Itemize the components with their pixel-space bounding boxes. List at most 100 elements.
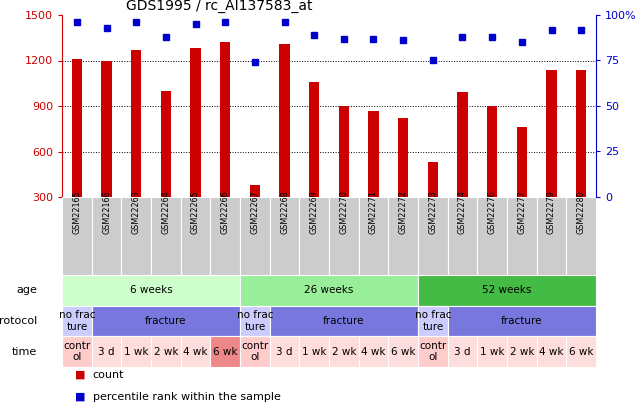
Text: contr
ol: contr ol [63, 341, 90, 362]
FancyBboxPatch shape [121, 336, 151, 367]
Text: 4 wk: 4 wk [539, 347, 563, 357]
FancyBboxPatch shape [270, 306, 418, 336]
Text: 3 d: 3 d [454, 347, 470, 357]
Bar [517, 127, 527, 197]
Text: fracture: fracture [323, 316, 365, 326]
Text: no frac
ture: no frac ture [415, 310, 451, 332]
FancyBboxPatch shape [210, 336, 240, 367]
FancyBboxPatch shape [240, 336, 270, 367]
Text: fracture: fracture [145, 316, 187, 326]
Text: 6 wk: 6 wk [213, 347, 237, 357]
Bar [72, 59, 82, 197]
Bar [487, 106, 497, 197]
Text: GSM22277: GSM22277 [517, 191, 526, 234]
Bar [457, 92, 468, 197]
FancyBboxPatch shape [418, 197, 447, 275]
Bar [369, 111, 379, 197]
Bar [398, 118, 408, 197]
Text: GSM22276: GSM22276 [488, 191, 497, 234]
FancyBboxPatch shape [240, 275, 418, 306]
Bar [309, 82, 319, 197]
FancyBboxPatch shape [537, 197, 567, 275]
FancyBboxPatch shape [92, 197, 121, 275]
Bar [546, 70, 556, 197]
Text: 2 wk: 2 wk [331, 347, 356, 357]
Text: GSM22264: GSM22264 [162, 191, 171, 234]
Bar [428, 162, 438, 197]
Text: age: age [16, 286, 37, 295]
FancyBboxPatch shape [418, 275, 596, 306]
FancyBboxPatch shape [388, 197, 418, 275]
Text: GSM22271: GSM22271 [369, 191, 378, 234]
FancyBboxPatch shape [567, 197, 596, 275]
Text: protocol: protocol [0, 316, 37, 326]
Text: GSM22166: GSM22166 [102, 191, 111, 234]
Text: 6 wk: 6 wk [569, 347, 594, 357]
Text: 4 wk: 4 wk [362, 347, 386, 357]
Text: fracture: fracture [501, 316, 542, 326]
FancyBboxPatch shape [388, 336, 418, 367]
FancyBboxPatch shape [567, 336, 596, 367]
Text: ■: ■ [75, 370, 85, 379]
Text: GSM22267: GSM22267 [251, 191, 260, 234]
FancyBboxPatch shape [240, 197, 270, 275]
Text: count: count [93, 370, 124, 379]
FancyBboxPatch shape [418, 306, 447, 336]
FancyBboxPatch shape [270, 197, 299, 275]
FancyBboxPatch shape [478, 197, 507, 275]
Text: GSM22270: GSM22270 [339, 191, 348, 234]
FancyBboxPatch shape [62, 197, 92, 275]
Text: ■: ■ [75, 392, 85, 402]
FancyBboxPatch shape [151, 197, 181, 275]
Bar [101, 61, 112, 197]
Text: 3 d: 3 d [276, 347, 293, 357]
FancyBboxPatch shape [507, 197, 537, 275]
Text: GSM22272: GSM22272 [399, 191, 408, 234]
Text: GSM22266: GSM22266 [221, 191, 229, 234]
FancyBboxPatch shape [507, 336, 537, 367]
Bar [161, 91, 171, 197]
FancyBboxPatch shape [240, 306, 270, 336]
Text: no frac
ture: no frac ture [237, 310, 273, 332]
FancyBboxPatch shape [447, 306, 596, 336]
FancyBboxPatch shape [92, 306, 240, 336]
Text: GSM22263: GSM22263 [131, 191, 140, 234]
FancyBboxPatch shape [537, 336, 567, 367]
Text: GSM22268: GSM22268 [280, 191, 289, 234]
Text: GSM22269: GSM22269 [310, 191, 319, 234]
FancyBboxPatch shape [62, 306, 92, 336]
Bar [576, 70, 587, 197]
Text: no frac
ture: no frac ture [58, 310, 95, 332]
FancyBboxPatch shape [181, 336, 210, 367]
Text: GSM22165: GSM22165 [72, 191, 81, 234]
Text: GSM22273: GSM22273 [428, 191, 437, 234]
Text: 3 d: 3 d [98, 347, 115, 357]
Bar [220, 42, 230, 197]
FancyBboxPatch shape [151, 336, 181, 367]
FancyBboxPatch shape [359, 197, 388, 275]
Text: 1 wk: 1 wk [124, 347, 149, 357]
Text: GSM22274: GSM22274 [458, 191, 467, 234]
Text: 2 wk: 2 wk [154, 347, 178, 357]
Text: GSM22265: GSM22265 [191, 191, 200, 234]
Text: 1 wk: 1 wk [302, 347, 326, 357]
Text: time: time [12, 347, 37, 357]
Bar [190, 48, 201, 197]
FancyBboxPatch shape [62, 336, 92, 367]
Text: 1 wk: 1 wk [480, 347, 504, 357]
FancyBboxPatch shape [121, 197, 151, 275]
FancyBboxPatch shape [418, 336, 447, 367]
Text: GDS1995 / rc_AI137583_at: GDS1995 / rc_AI137583_at [126, 0, 313, 13]
FancyBboxPatch shape [329, 197, 359, 275]
Text: percentile rank within the sample: percentile rank within the sample [93, 392, 281, 402]
Bar [279, 44, 290, 197]
Text: GSM22279: GSM22279 [547, 191, 556, 234]
Bar [338, 106, 349, 197]
FancyBboxPatch shape [210, 197, 240, 275]
FancyBboxPatch shape [447, 197, 478, 275]
FancyBboxPatch shape [299, 197, 329, 275]
Text: contr
ol: contr ol [241, 341, 269, 362]
FancyBboxPatch shape [359, 336, 388, 367]
Text: 52 weeks: 52 weeks [482, 286, 531, 295]
Bar [249, 185, 260, 197]
